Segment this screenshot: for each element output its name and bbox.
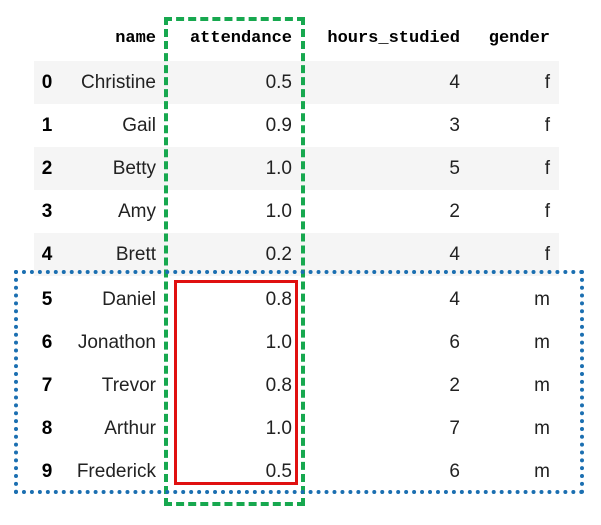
row-index: 5 (41, 289, 53, 310)
row-index: 3 (41, 201, 53, 222)
cell-name: Brett (115, 244, 156, 265)
cell-gender: m (534, 375, 550, 396)
row-index: 6 (41, 332, 53, 353)
row-index: 2 (41, 158, 53, 179)
table-row: 1 Gail 0.9 3 f (34, 104, 559, 147)
cell-hours-studied: 4 (449, 289, 460, 310)
row-index: 8 (41, 418, 53, 439)
col-header-name: name (115, 29, 156, 48)
cell-hours-studied: 4 (449, 244, 460, 265)
cell-attendance: 0.5 (265, 461, 292, 482)
cell-gender: f (544, 115, 550, 136)
row-index: 0 (41, 72, 53, 93)
table-row: 6 Jonathon 1.0 6 m (34, 321, 559, 364)
col-header-attendance: attendance (189, 29, 292, 48)
cell-hours-studied: 2 (449, 375, 460, 396)
col-header-gender: gender (488, 29, 550, 48)
col-header-hours-studied: hours_studied (327, 29, 460, 48)
cell-gender: m (534, 461, 550, 482)
table-row: 0 Christine 0.5 4 f (34, 61, 559, 104)
cell-name: Daniel (102, 289, 156, 310)
cell-attendance: 1.0 (265, 158, 292, 179)
cell-hours-studied: 7 (449, 418, 460, 439)
cell-name: Betty (112, 158, 156, 179)
cell-name: Amy (118, 201, 156, 222)
table-row: 4 Brett 0.2 4 f (34, 233, 559, 276)
cell-name: Jonathon (77, 332, 156, 353)
cell-gender: f (544, 72, 550, 93)
cell-gender: f (544, 158, 550, 179)
cell-gender: m (534, 289, 550, 310)
cell-gender: m (534, 332, 550, 353)
cell-attendance: 0.9 (265, 115, 292, 136)
cell-hours-studied: 6 (449, 332, 460, 353)
cell-name: Gail (122, 115, 156, 136)
cell-attendance: 0.8 (265, 375, 292, 396)
cell-attendance: 0.2 (265, 244, 292, 265)
cell-attendance: 1.0 (265, 201, 292, 222)
cell-attendance: 0.8 (265, 289, 292, 310)
row-index: 4 (41, 244, 53, 265)
row-index: 9 (41, 461, 53, 482)
cell-name: Arthur (104, 418, 156, 439)
cell-gender: m (534, 418, 550, 439)
table-row: 9 Frederick 0.5 6 m (34, 450, 559, 493)
cell-attendance: 1.0 (265, 418, 292, 439)
cell-hours-studied: 3 (449, 115, 460, 136)
cell-name: Christine (81, 72, 156, 93)
table-row: 8 Arthur 1.0 7 m (34, 407, 559, 450)
table-row: 7 Trevor 0.8 2 m (34, 364, 559, 407)
cell-gender: f (544, 201, 550, 222)
table-row: 3 Amy 1.0 2 f (34, 190, 559, 233)
cell-attendance: 0.5 (265, 72, 292, 93)
table-row: 5 Daniel 0.8 4 m (34, 278, 559, 321)
table-row: 2 Betty 1.0 5 f (34, 147, 559, 190)
cell-hours-studied: 6 (449, 461, 460, 482)
cell-attendance: 1.0 (265, 332, 292, 353)
cell-gender: f (544, 244, 550, 265)
cell-hours-studied: 4 (449, 72, 460, 93)
cell-hours-studied: 2 (449, 201, 460, 222)
table-header: name attendance hours_studied gender (34, 17, 559, 60)
cell-name: Trevor (101, 375, 156, 396)
row-index: 7 (41, 375, 53, 396)
cell-hours-studied: 5 (449, 158, 460, 179)
cell-name: Frederick (76, 461, 156, 482)
row-index: 1 (41, 115, 53, 136)
